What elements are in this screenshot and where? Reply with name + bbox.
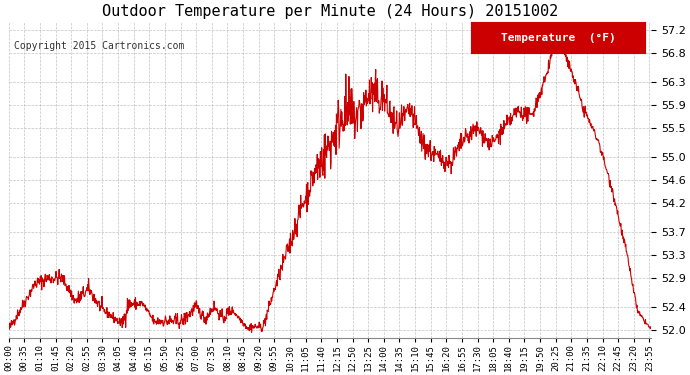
Title: Outdoor Temperature per Minute (24 Hours) 20151002: Outdoor Temperature per Minute (24 Hours…: [102, 4, 558, 19]
Text: Copyright 2015 Cartronics.com: Copyright 2015 Cartronics.com: [14, 41, 184, 51]
